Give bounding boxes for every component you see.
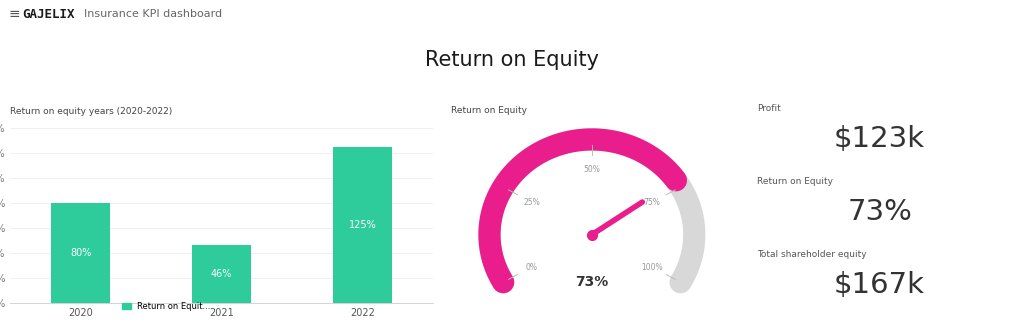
Text: Total shareholder equity: Total shareholder equity xyxy=(757,250,866,259)
Text: Return on Equity: Return on Equity xyxy=(451,106,526,115)
Text: 25%: 25% xyxy=(523,198,540,207)
Bar xyxy=(333,147,392,303)
Text: $167k: $167k xyxy=(835,271,925,299)
Legend: Return on Equit...: Return on Equit... xyxy=(119,299,214,315)
Text: Return on Equity: Return on Equity xyxy=(425,50,599,70)
Text: 73%: 73% xyxy=(847,198,912,226)
Text: 80%: 80% xyxy=(70,248,91,258)
Text: 125%: 125% xyxy=(349,220,377,230)
Text: 0%: 0% xyxy=(525,262,538,271)
Text: Return on Equity: Return on Equity xyxy=(757,177,834,186)
Bar xyxy=(51,203,111,303)
Text: 50%: 50% xyxy=(584,166,600,175)
Text: 75%: 75% xyxy=(644,198,660,207)
Bar xyxy=(193,245,251,303)
Text: Profit: Profit xyxy=(757,104,781,113)
Text: Return on equity years (2020-2022): Return on equity years (2020-2022) xyxy=(10,107,173,116)
Text: ≡: ≡ xyxy=(8,7,19,22)
Text: 100%: 100% xyxy=(641,262,663,271)
Text: $123k: $123k xyxy=(835,125,925,153)
Text: 46%: 46% xyxy=(211,269,232,279)
Text: GAJELIX: GAJELIX xyxy=(23,8,75,21)
Text: Insurance KPI dashboard: Insurance KPI dashboard xyxy=(84,9,222,20)
Text: 73%: 73% xyxy=(575,275,608,289)
